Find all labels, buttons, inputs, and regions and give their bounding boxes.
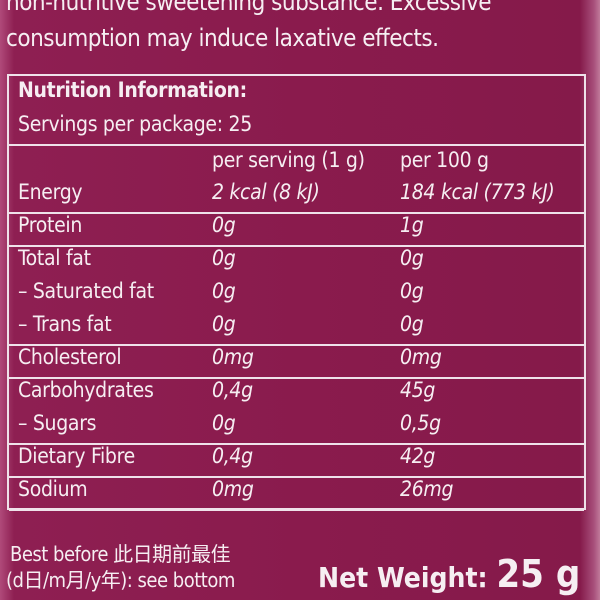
warning-line-2: consumption may induce laxative effects. bbox=[6, 24, 439, 52]
nutrient-value-per-serving: 0g bbox=[212, 312, 236, 336]
nutrient-value-per-serving: 0g bbox=[212, 213, 236, 237]
nutrient-value-per-serving: 0,4g bbox=[212, 444, 253, 468]
nutrient-value-per-serving: 2 kcal (8 kJ) bbox=[212, 180, 320, 204]
nutrient-value-per-serving: 0g bbox=[212, 279, 236, 303]
nutrient-value-per-100g: 0g bbox=[400, 279, 424, 303]
nutrient-value-per-100g: 0g bbox=[400, 246, 424, 270]
column-header-per-serving: per serving (1 g) bbox=[212, 148, 365, 172]
nutrient-value-per-serving: 0g bbox=[212, 411, 236, 435]
row-divider bbox=[9, 245, 584, 247]
net-weight-value: 25 g bbox=[496, 552, 581, 596]
nutrient-value-per-100g: 0,5g bbox=[400, 411, 441, 435]
nutrition-title: Nutrition Information: bbox=[18, 78, 247, 102]
nutrient-label: Sodium bbox=[18, 477, 88, 501]
nutrient-value-per-serving: 0mg bbox=[212, 345, 254, 369]
nutrient-value-per-serving: 0,4g bbox=[212, 378, 253, 402]
nutrient-label: Cholesterol bbox=[18, 345, 122, 369]
row-divider bbox=[9, 344, 584, 346]
row-divider bbox=[9, 443, 584, 445]
row-divider bbox=[9, 212, 584, 214]
nutrient-value-per-100g: 42g bbox=[400, 444, 436, 468]
column-header-per-100g: per 100 g bbox=[400, 148, 489, 172]
nutrient-label: Energy bbox=[18, 180, 83, 204]
nutrient-value-per-100g: 0g bbox=[400, 312, 424, 336]
nutrient-value-per-serving: 0g bbox=[212, 246, 236, 270]
best-before-line-2: (d日/m月/y年): see bottom bbox=[6, 568, 235, 592]
net-weight-label: Net Weight: bbox=[318, 561, 488, 594]
nutrient-value-per-100g: 184 kcal (773 kJ) bbox=[400, 180, 555, 204]
nutrient-label: Protein bbox=[18, 213, 83, 237]
servings-per-package: Servings per package: 25 bbox=[18, 112, 252, 136]
row-divider bbox=[9, 476, 584, 478]
nutrition-table: Nutrition Information: Servings per pack… bbox=[7, 74, 586, 511]
nutrient-value-per-serving: 0mg bbox=[212, 477, 254, 501]
warning-line-1: non-nutritive sweetening substance. Exce… bbox=[6, 0, 492, 16]
nutrient-label: – Sugars bbox=[18, 411, 97, 435]
nutrient-label: Carbohydrates bbox=[18, 378, 154, 402]
nutrient-value-per-100g: 0mg bbox=[400, 345, 442, 369]
net-weight: Net Weight: 25 g bbox=[318, 552, 580, 596]
nutrient-value-per-100g: 26mg bbox=[400, 477, 454, 501]
nutrient-label: – Saturated fat bbox=[18, 279, 154, 303]
nutrient-label: Dietary Fibre bbox=[18, 444, 135, 468]
nutrient-label: – Trans fat bbox=[18, 312, 112, 336]
best-before-line-1: Best before 此日期前最佳 bbox=[10, 542, 231, 566]
divider bbox=[9, 144, 584, 146]
nutrient-value-per-100g: 45g bbox=[400, 378, 436, 402]
row-divider bbox=[9, 377, 584, 379]
row-divider bbox=[9, 509, 584, 511]
nutrient-value-per-100g: 1g bbox=[400, 213, 424, 237]
nutrient-label: Total fat bbox=[18, 246, 91, 270]
